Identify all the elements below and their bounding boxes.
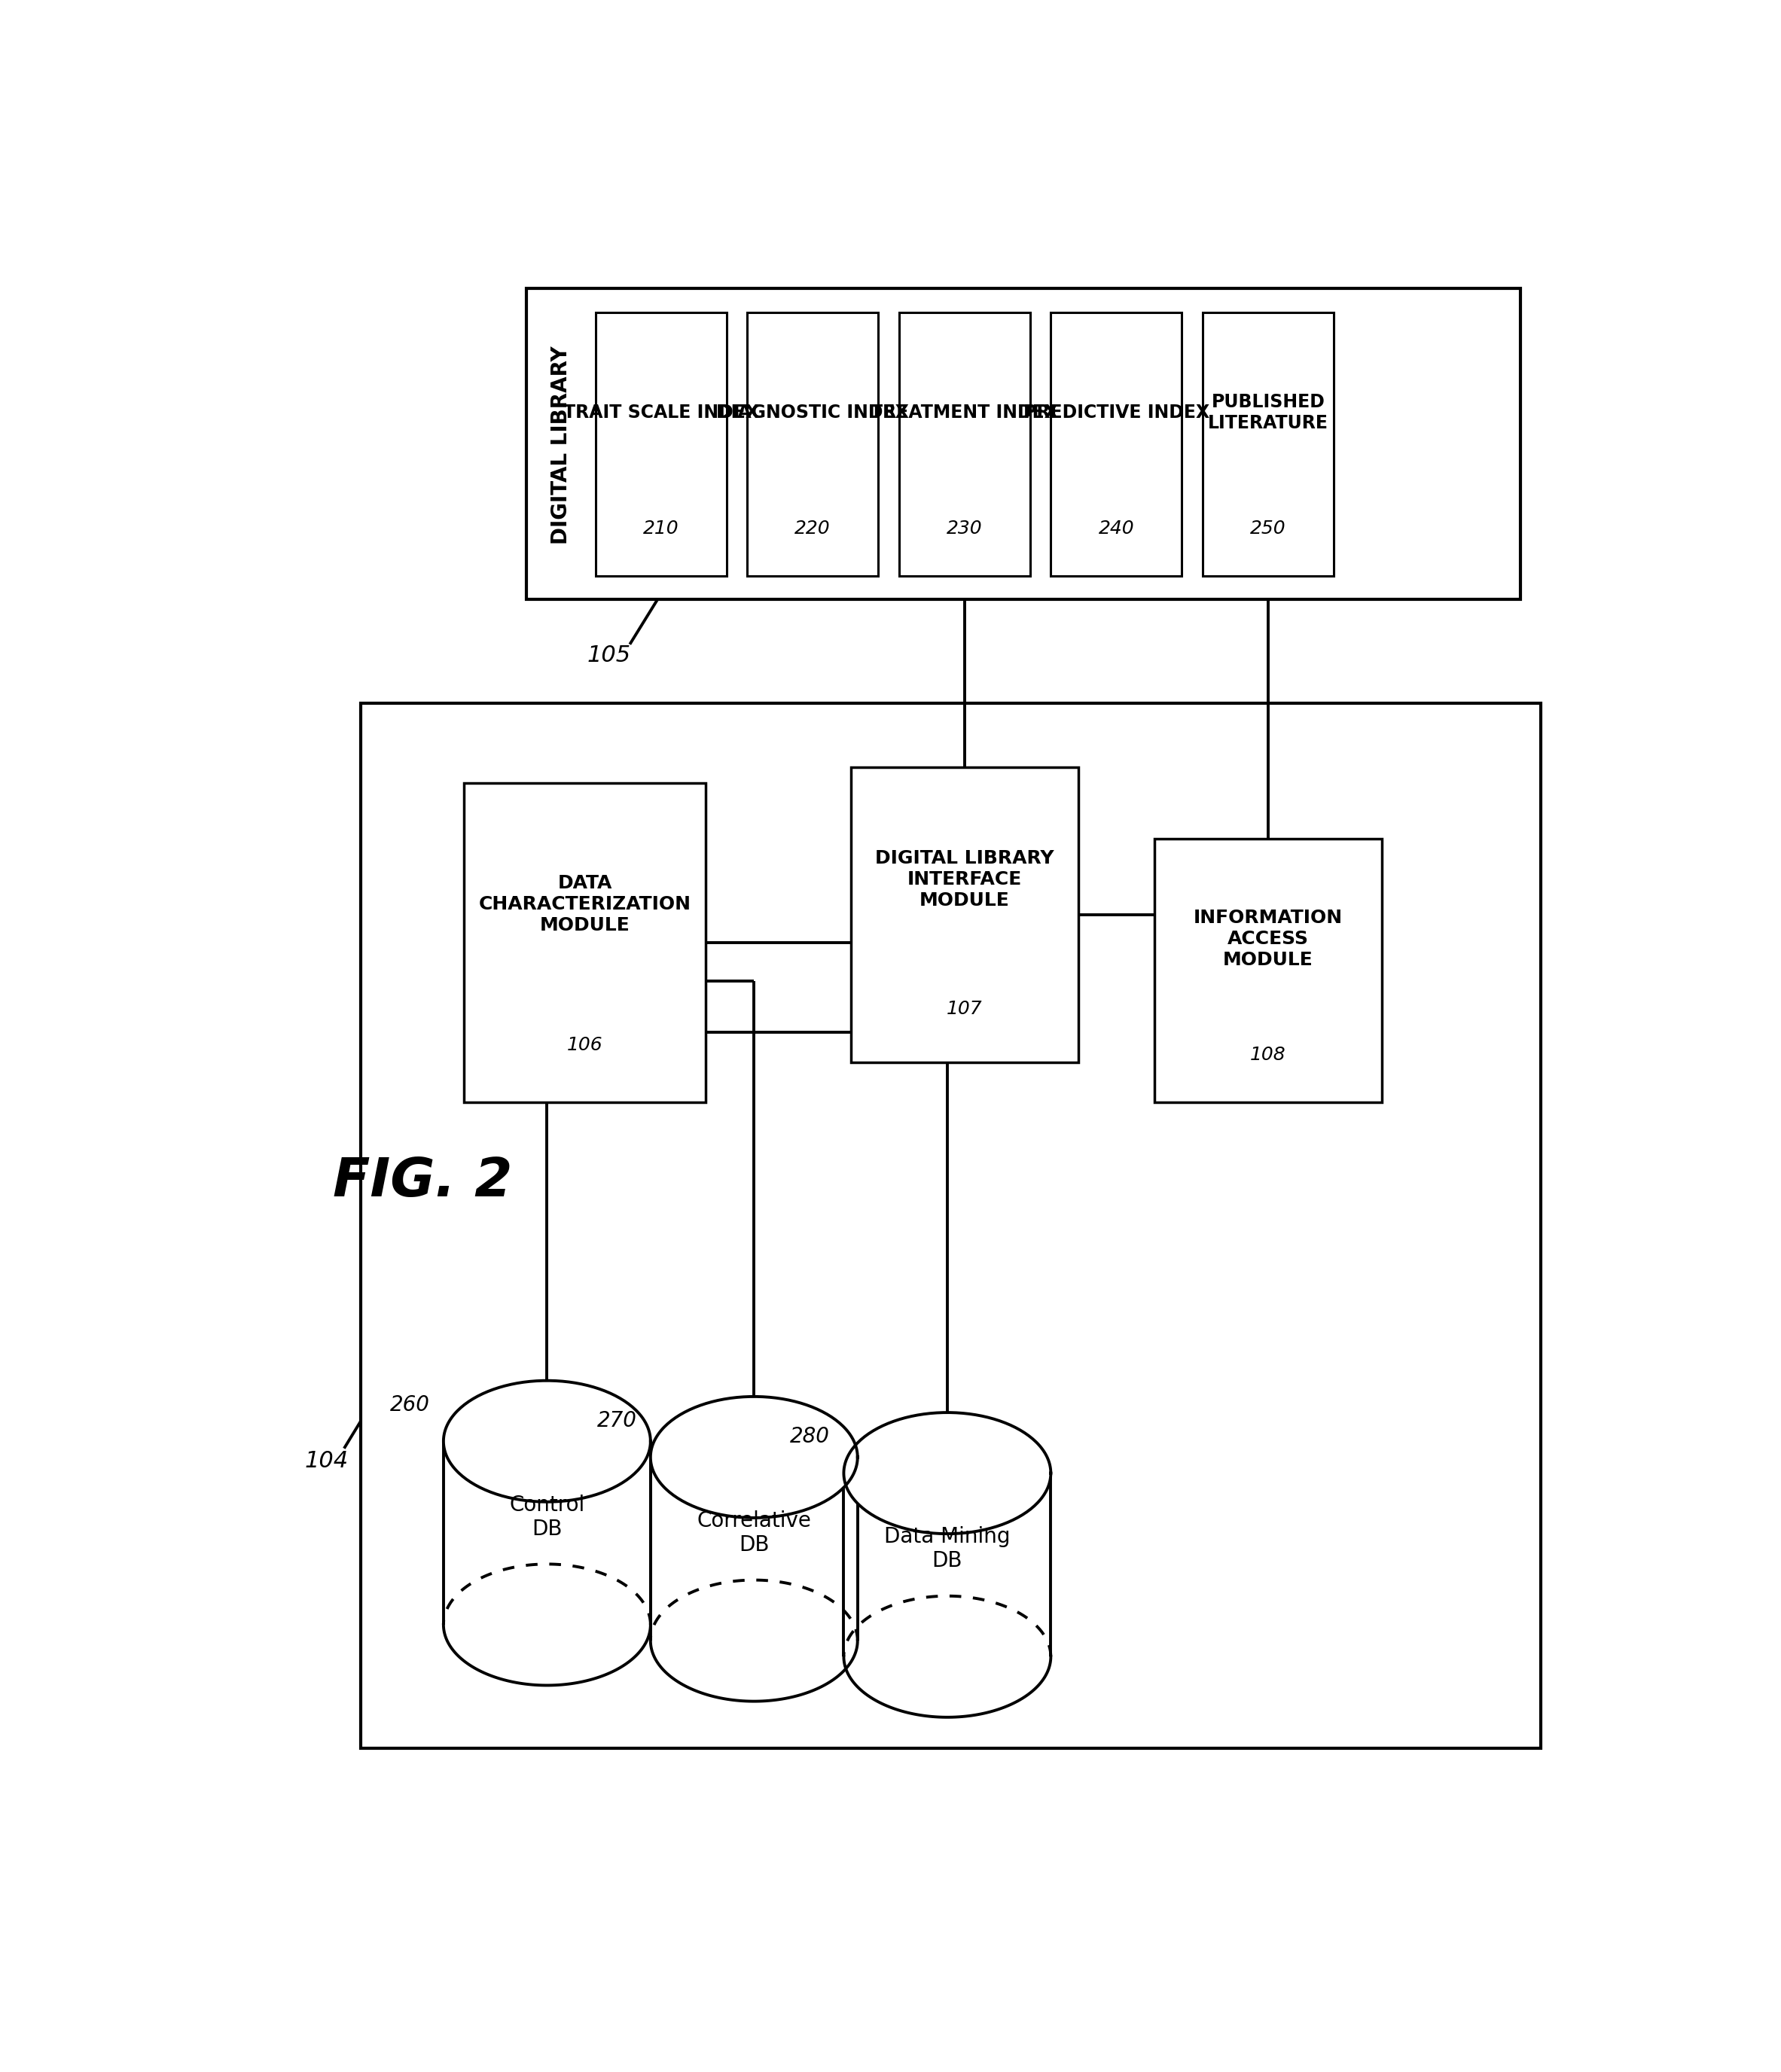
Text: 210: 210 [643,520,679,537]
Text: 104: 104 [305,1450,347,1471]
Text: 280: 280 [791,1426,830,1448]
Text: INFORMATION
ACCESS
MODULE: INFORMATION ACCESS MODULE [1193,910,1343,970]
Text: 220: 220 [794,520,830,537]
Bar [595,313,727,576]
Bar [527,288,1519,599]
Text: DIGITAL LIBRARY: DIGITAL LIBRARY [550,346,572,545]
Text: PREDICTIVE INDEX: PREDICTIVE INDEX [1024,404,1209,421]
Text: 107: 107 [946,1001,983,1017]
Bar [748,313,878,576]
Text: TRAIT SCALE INDEX: TRAIT SCALE INDEX [563,404,759,421]
Text: 105: 105 [588,644,630,667]
Bar [1051,313,1183,576]
Text: Correlative
DB: Correlative DB [696,1510,810,1556]
Text: 230: 230 [946,520,983,537]
Bar [465,783,705,1102]
Text: FIG. 2: FIG. 2 [333,1156,513,1208]
Text: DIAGNOSTIC INDEX: DIAGNOSTIC INDEX [716,404,908,421]
Polygon shape [443,1380,650,1502]
Text: Control
DB: Control DB [509,1494,584,1539]
Polygon shape [650,1397,857,1519]
Text: DIGITAL LIBRARY
INTERFACE
MODULE: DIGITAL LIBRARY INTERFACE MODULE [874,850,1054,910]
Text: 106: 106 [566,1036,604,1055]
Bar [360,702,1541,1749]
Text: 240: 240 [1099,520,1134,537]
Bar [1202,313,1334,576]
Text: PUBLISHED
LITERATURE: PUBLISHED LITERATURE [1208,394,1329,431]
Bar [851,767,1079,1063]
Text: 250: 250 [1250,520,1286,537]
Text: DATA
CHARACTERIZATION
MODULE: DATA CHARACTERIZATION MODULE [479,874,691,934]
Text: TREATMENT INDEX: TREATMENT INDEX [871,404,1058,421]
Text: 270: 270 [597,1411,638,1432]
Text: 260: 260 [390,1394,429,1415]
Text: Data Mining
DB: Data Mining DB [883,1527,1010,1573]
Bar [899,313,1029,576]
Text: 108: 108 [1250,1046,1286,1063]
Polygon shape [844,1413,1051,1533]
Bar [1154,839,1382,1102]
